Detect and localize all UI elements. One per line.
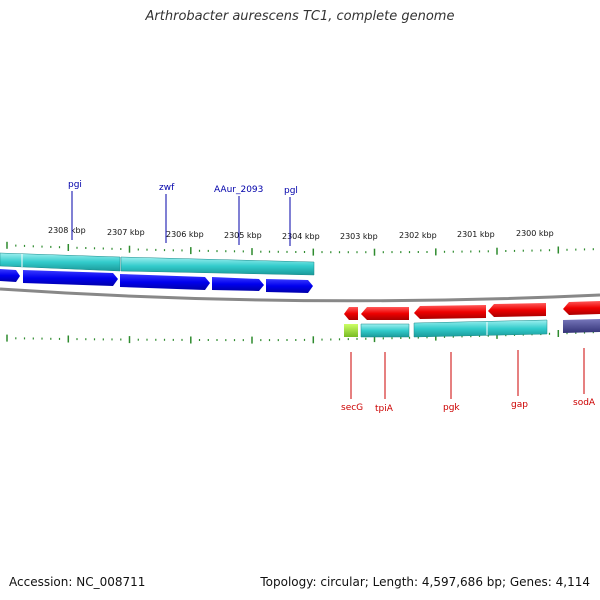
forward-gene-labels: pgi zwf AAur_2093 pgl (68, 180, 298, 246)
ruler-label: 2307 kbp (107, 228, 145, 237)
gene-label-tpiA: tpiA (375, 404, 394, 414)
forward-gene-track (0, 252, 315, 276)
forward-cds-track (0, 269, 313, 293)
cds-arrow (344, 307, 358, 320)
accession-text: Accession: NC_008711 (9, 575, 146, 589)
gene-label-secG: secG (341, 403, 363, 413)
cds-arrow (361, 307, 409, 320)
ruler-label: 2301 kbp (457, 230, 495, 239)
other-feature-block (563, 319, 600, 333)
cds-arrow (0, 269, 20, 282)
forward-gene-block (120, 256, 315, 276)
reverse-gene-track (344, 319, 600, 338)
ruler-labels: 2308 kbp 2307 kbp 2306 kbp 2305 kbp 2304… (48, 226, 554, 241)
cds-arrow (488, 303, 546, 317)
outer-tick-marks (6, 241, 594, 256)
ruler-label: 2300 kbp (516, 229, 554, 238)
cds-arrow (212, 277, 264, 291)
genome-backbone (0, 287, 600, 303)
forward-gene-block (0, 252, 121, 272)
cds-arrow (266, 279, 313, 293)
gene-label-sodA: sodA (573, 398, 596, 408)
rna-block (344, 324, 358, 337)
gene-label-pgl: pgl (284, 186, 298, 196)
cds-arrow (23, 270, 118, 286)
cds-arrow (120, 274, 210, 290)
gene-label-zwf: zwf (159, 183, 175, 193)
ruler-label: 2304 kbp (282, 232, 320, 241)
ruler-label: 2305 kbp (224, 231, 262, 240)
ruler-label: 2306 kbp (166, 230, 204, 239)
gene-label-pgi: pgi (68, 180, 82, 190)
ruler-label: 2302 kbp (399, 231, 437, 240)
ruler-label: 2308 kbp (48, 226, 86, 235)
reverse-cds-track (344, 301, 600, 320)
map-title: Arthrobacter aurescens TC1, complete gen… (145, 9, 455, 24)
cds-arrow (414, 305, 486, 319)
reverse-gene-labels: secG tpiA pgk gap sodA (341, 348, 596, 414)
reverse-gene-block (413, 319, 548, 338)
cds-arrow (563, 301, 600, 315)
ruler-label: 2303 kbp (340, 232, 378, 241)
genome-summary-text: Topology: circular; Length: 4,597,686 bp… (260, 575, 590, 589)
gene-label-aaur-2093: AAur_2093 (214, 185, 263, 195)
gene-label-pgk: pgk (443, 403, 460, 413)
gene-label-gap: gap (511, 400, 528, 410)
reverse-gene-block (360, 323, 410, 338)
